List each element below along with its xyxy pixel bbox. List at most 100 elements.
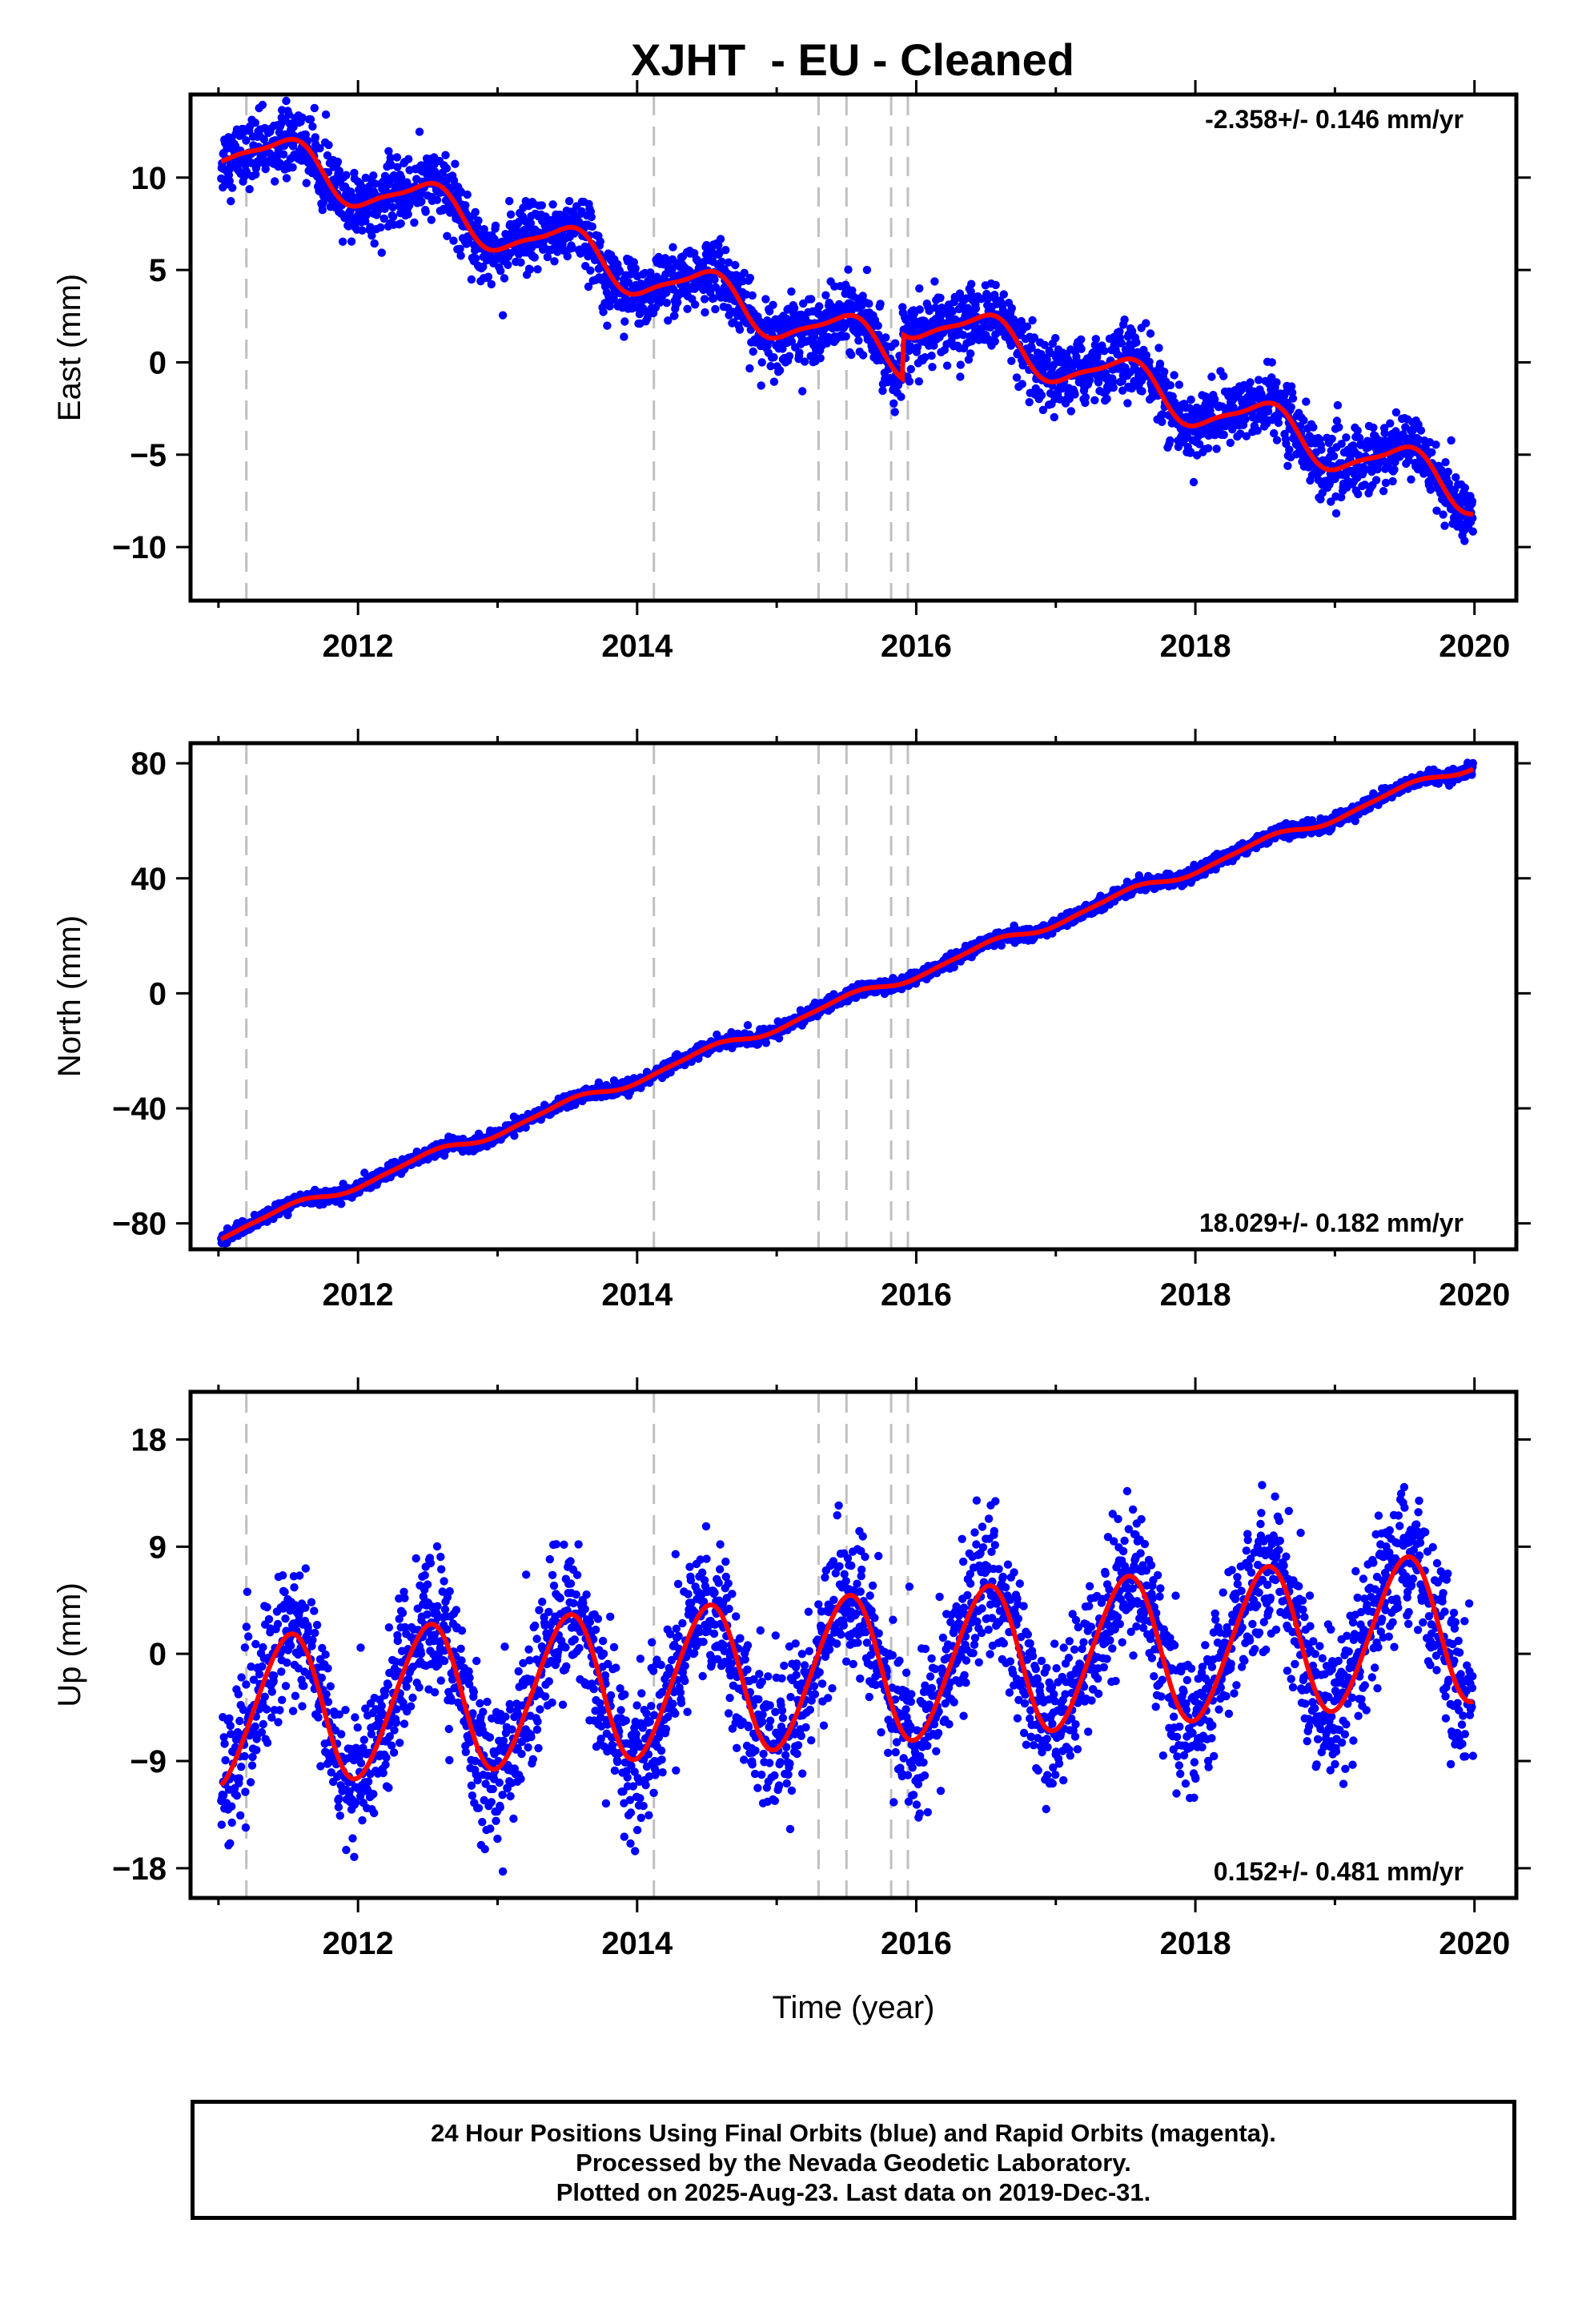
data-point — [335, 167, 343, 175]
data-point — [1441, 458, 1450, 467]
data-point — [873, 321, 882, 330]
data-point — [1254, 376, 1263, 384]
data-point — [928, 363, 937, 372]
data-point — [1335, 423, 1343, 432]
data-point — [1404, 456, 1413, 465]
data-point — [1030, 333, 1039, 342]
data-point — [740, 268, 749, 277]
data-point — [815, 302, 824, 311]
data-point — [506, 210, 516, 219]
data-point — [1037, 391, 1046, 400]
data-point — [225, 176, 234, 186]
data-point — [717, 257, 726, 266]
data-point — [743, 1021, 753, 1030]
page-title: XJHT - EU - Cleaned — [631, 34, 1074, 85]
data-point — [765, 307, 774, 316]
data-point — [392, 153, 402, 162]
data-point — [991, 280, 1000, 290]
data-point — [442, 164, 452, 173]
data-point — [283, 1211, 292, 1220]
data-point — [308, 122, 317, 131]
data-point — [1288, 394, 1298, 403]
data-point — [456, 244, 464, 253]
data-point — [599, 308, 608, 316]
data-point — [1077, 344, 1086, 353]
data-point — [1379, 487, 1388, 496]
data-point — [745, 273, 755, 283]
data-point — [1263, 407, 1273, 416]
data-point — [1468, 527, 1478, 536]
data-point — [396, 219, 405, 228]
data-point — [386, 153, 395, 163]
data-point — [914, 377, 924, 386]
data-point — [1317, 445, 1326, 454]
data-point — [1085, 376, 1094, 384]
data-point — [1018, 380, 1026, 388]
data-point — [550, 257, 559, 266]
data-point — [615, 267, 624, 276]
data-point — [1287, 403, 1295, 412]
data-point — [480, 225, 488, 234]
data-point — [816, 354, 825, 363]
data-point — [288, 163, 297, 172]
data-point — [564, 196, 574, 206]
data-point — [323, 151, 332, 160]
data-point — [799, 299, 808, 308]
data-point — [1287, 382, 1296, 391]
data-point — [876, 300, 885, 308]
data-point — [451, 159, 460, 168]
data-point — [321, 110, 331, 119]
data-point — [1050, 412, 1059, 422]
data-point — [1283, 461, 1292, 470]
data-point — [1154, 344, 1163, 352]
data-point — [775, 366, 785, 375]
data-point — [467, 275, 476, 284]
data-point — [700, 295, 709, 304]
data-point — [748, 291, 757, 300]
data-point — [999, 290, 1009, 299]
data-point — [745, 364, 754, 373]
data-point — [1253, 426, 1262, 435]
data-point — [1102, 394, 1111, 404]
data-point — [1267, 358, 1277, 367]
data-point — [1354, 489, 1363, 499]
data-point — [1327, 497, 1335, 506]
data-point — [443, 231, 452, 240]
data-point — [1155, 360, 1165, 368]
data-point — [384, 147, 393, 155]
data-point — [620, 332, 628, 341]
data-point — [1142, 351, 1151, 360]
data-point — [714, 241, 723, 250]
model-curve-east — [220, 136, 1474, 517]
data-point — [1270, 428, 1279, 438]
data-point — [543, 252, 552, 262]
data-point — [1100, 347, 1109, 356]
data-point — [1316, 495, 1325, 504]
data-point — [1439, 510, 1447, 519]
data-point — [388, 212, 398, 221]
data-point — [284, 110, 293, 119]
data-point — [1272, 436, 1282, 444]
data-point — [897, 392, 905, 401]
data-point — [1309, 423, 1318, 432]
data-point — [948, 307, 958, 316]
data-point — [251, 170, 260, 179]
data-point — [664, 316, 673, 325]
data-point — [1333, 400, 1343, 410]
data-point — [966, 349, 975, 358]
data-point — [1072, 352, 1081, 361]
data-point — [769, 353, 778, 362]
data-point — [1146, 329, 1155, 338]
data-point — [927, 352, 936, 360]
data-point — [449, 236, 458, 245]
data-point — [1158, 410, 1167, 419]
data-point — [711, 304, 720, 314]
y-tick-label: 0 — [149, 345, 167, 380]
data-point — [774, 1034, 784, 1043]
data-point — [1091, 335, 1101, 344]
data-point — [930, 277, 939, 286]
data-point — [1166, 436, 1174, 445]
data-point — [306, 115, 315, 124]
